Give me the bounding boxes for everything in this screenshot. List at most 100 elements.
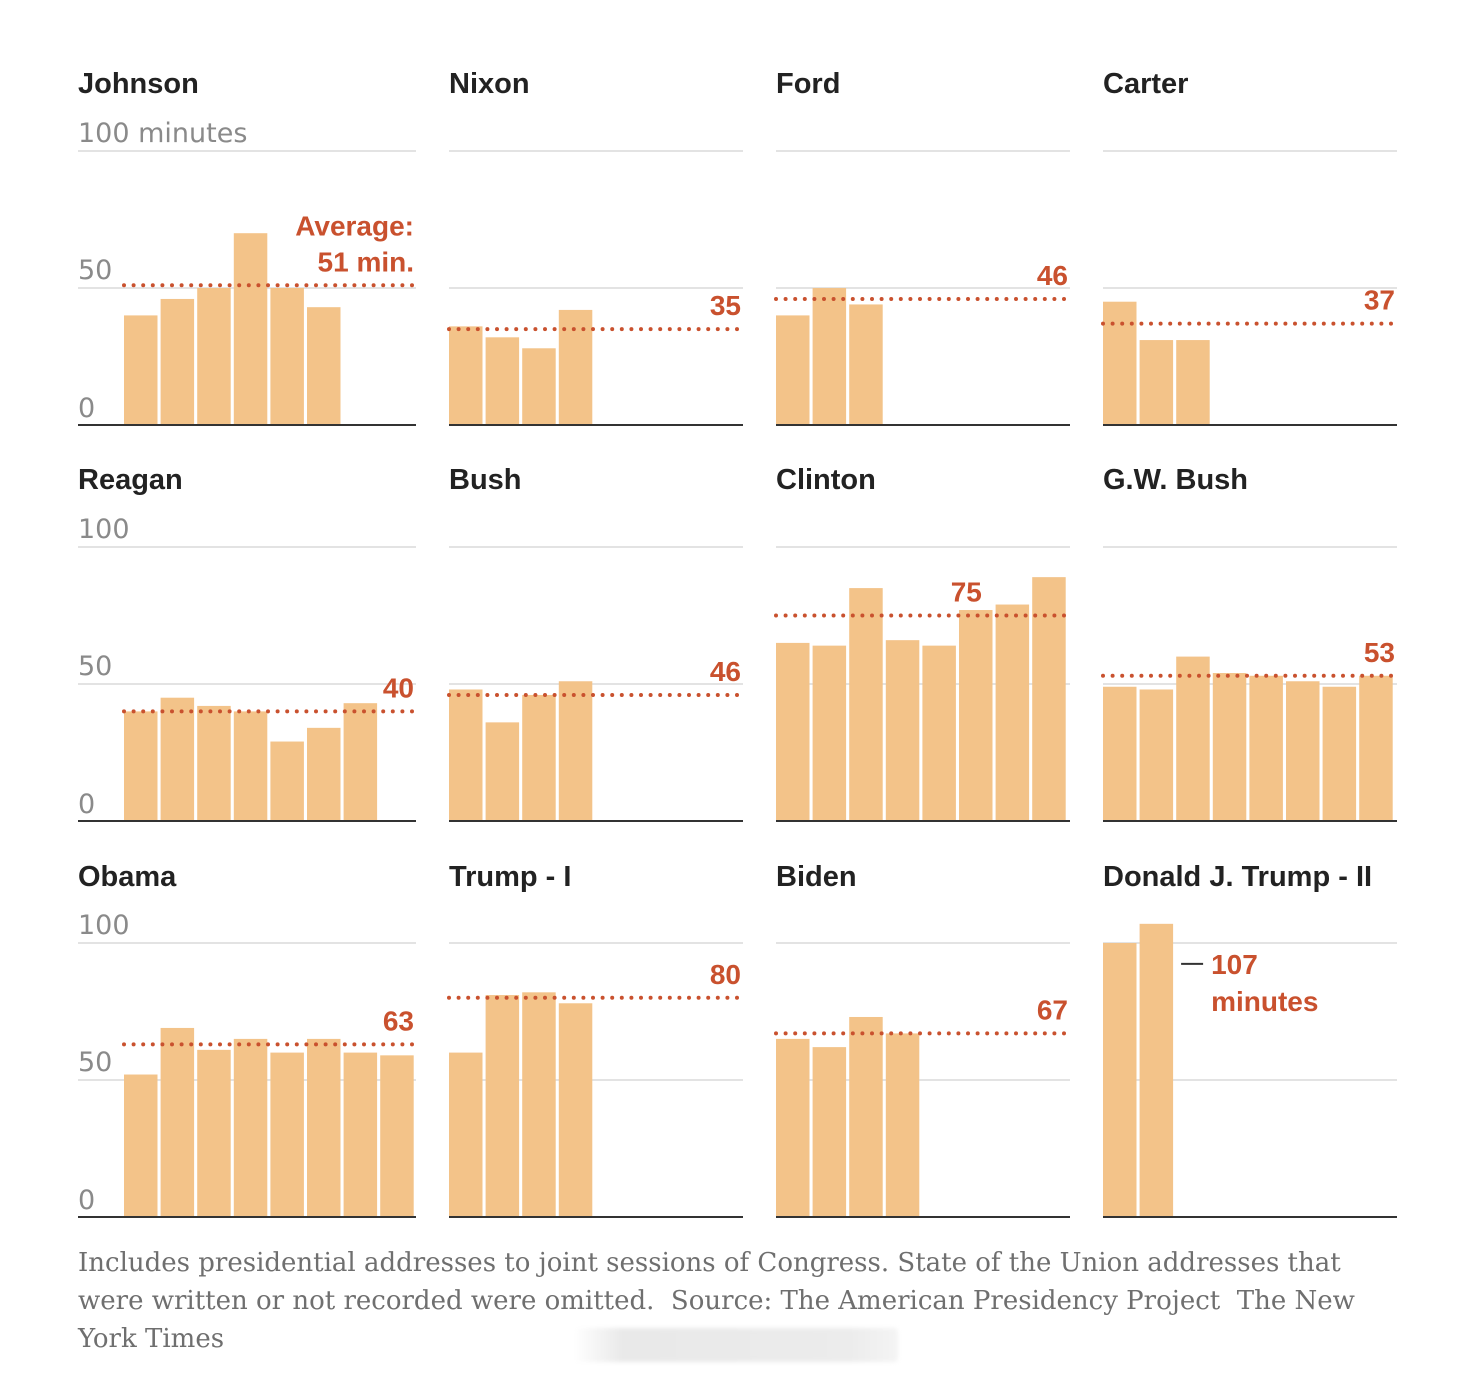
panel-title: Bush [449, 464, 522, 496]
panel-title: Biden [776, 861, 857, 893]
panel-donald-j-trump-ii: Donald J. Trump - II 107 minutes [1103, 861, 1397, 1218]
callout-label: 107 [1211, 949, 1258, 980]
bar [380, 1055, 414, 1217]
bar [307, 307, 341, 425]
bar [197, 1049, 231, 1217]
bar [1139, 340, 1174, 425]
bar [522, 694, 556, 821]
bar [885, 640, 920, 821]
y-tick-label: 50 [78, 255, 112, 286]
bar [776, 1038, 810, 1217]
bar [922, 645, 956, 821]
bar [1139, 923, 1174, 1217]
panel-title: Donald J. Trump - II [1103, 861, 1372, 893]
y-tick-label: 0 [78, 1185, 95, 1216]
bar [160, 697, 195, 821]
bar [270, 741, 304, 821]
bar [812, 1047, 847, 1217]
panel-title: Carter [1103, 68, 1188, 100]
panel-reagan: Reagan 0 50 100 40 [78, 464, 418, 822]
bar [343, 703, 378, 821]
bar [1249, 675, 1283, 821]
average-label: 80 [710, 959, 741, 990]
bar [307, 727, 341, 821]
bar [1212, 673, 1247, 821]
panel-nixon: Nixon 35 [447, 68, 745, 426]
bar [776, 642, 810, 821]
bar [197, 288, 231, 425]
bar [1359, 675, 1393, 821]
bar [1103, 686, 1137, 821]
bar [449, 689, 483, 821]
y-tick-label: 0 [78, 393, 95, 424]
bar [1139, 689, 1174, 821]
average-label: 67 [1037, 994, 1068, 1025]
bar [995, 604, 1030, 821]
bar [1103, 943, 1137, 1217]
panel-title: Reagan [78, 464, 183, 496]
bar [776, 315, 810, 425]
panel-johnson: Johnson 0 50 100 minutes Average: 51 min. [78, 68, 418, 426]
small-multiples-chart: Johnson 0 50 100 minutes Average: 51 min. Nixo… [78, 68, 1399, 1218]
bar [558, 681, 593, 821]
bar [849, 304, 883, 425]
bar [1322, 686, 1357, 821]
blurred-credit [574, 1328, 898, 1362]
panel-obama: Obama 0 50 100 63 [78, 861, 418, 1218]
bar [270, 1052, 304, 1217]
average-label: 51 min. [318, 246, 414, 277]
y-tick-label: 50 [78, 1047, 112, 1078]
panel-trump-i: Trump - I 80 [447, 861, 745, 1218]
bar [522, 348, 556, 425]
panel-clinton: Clinton 75 [774, 464, 1072, 822]
panel-title: Obama [78, 861, 177, 893]
average-label: 46 [1037, 260, 1068, 291]
panel-title: Ford [776, 68, 840, 100]
panel-g-w-bush: G.W. Bush 53 [1101, 464, 1399, 822]
y-tick-label: 0 [78, 789, 95, 820]
footnote: Includes presidential addresses to joint… [78, 1244, 1398, 1358]
bar [812, 288, 847, 425]
bar [270, 288, 304, 425]
bar [124, 1074, 158, 1217]
bar [449, 1052, 483, 1217]
panel-ford: Ford 46 [774, 68, 1072, 426]
bar [233, 233, 268, 425]
panel-title: G.W. Bush [1103, 464, 1248, 496]
bar [485, 995, 520, 1217]
bar [160, 298, 195, 425]
bar [485, 337, 520, 425]
bar [522, 992, 556, 1217]
bar [343, 1052, 378, 1217]
bar [124, 711, 158, 821]
panel-bush: Bush 46 [447, 464, 745, 822]
bar [449, 326, 483, 425]
bar [307, 1038, 341, 1217]
average-label: 63 [383, 1005, 414, 1036]
panel-title: Nixon [449, 68, 530, 100]
average-label: 37 [1364, 285, 1395, 316]
average-label: 75 [951, 577, 982, 608]
average-label: 40 [383, 672, 414, 703]
bar [485, 722, 520, 821]
y-tick-label: 100 [78, 514, 130, 545]
footnote-text: Includes presidential addresses to joint… [78, 1248, 1364, 1354]
panel-carter: Carter 37 [1101, 68, 1399, 426]
bar [160, 1027, 195, 1217]
panel-title: Trump - I [449, 861, 571, 893]
bar [233, 1038, 268, 1217]
bar [1286, 681, 1320, 821]
bar [849, 1016, 883, 1217]
bar [1176, 656, 1210, 821]
average-label: 35 [710, 290, 741, 321]
bar [885, 1033, 920, 1217]
average-label: Average: [295, 210, 414, 241]
bar [1032, 577, 1066, 821]
y-tick-label: 100 minutes [78, 118, 247, 149]
bar [959, 610, 993, 821]
bar [1103, 301, 1137, 425]
bar [1176, 340, 1210, 425]
callout-label: minutes [1211, 986, 1318, 1017]
y-tick-label: 100 [78, 910, 130, 941]
panel-title: Clinton [776, 464, 876, 496]
